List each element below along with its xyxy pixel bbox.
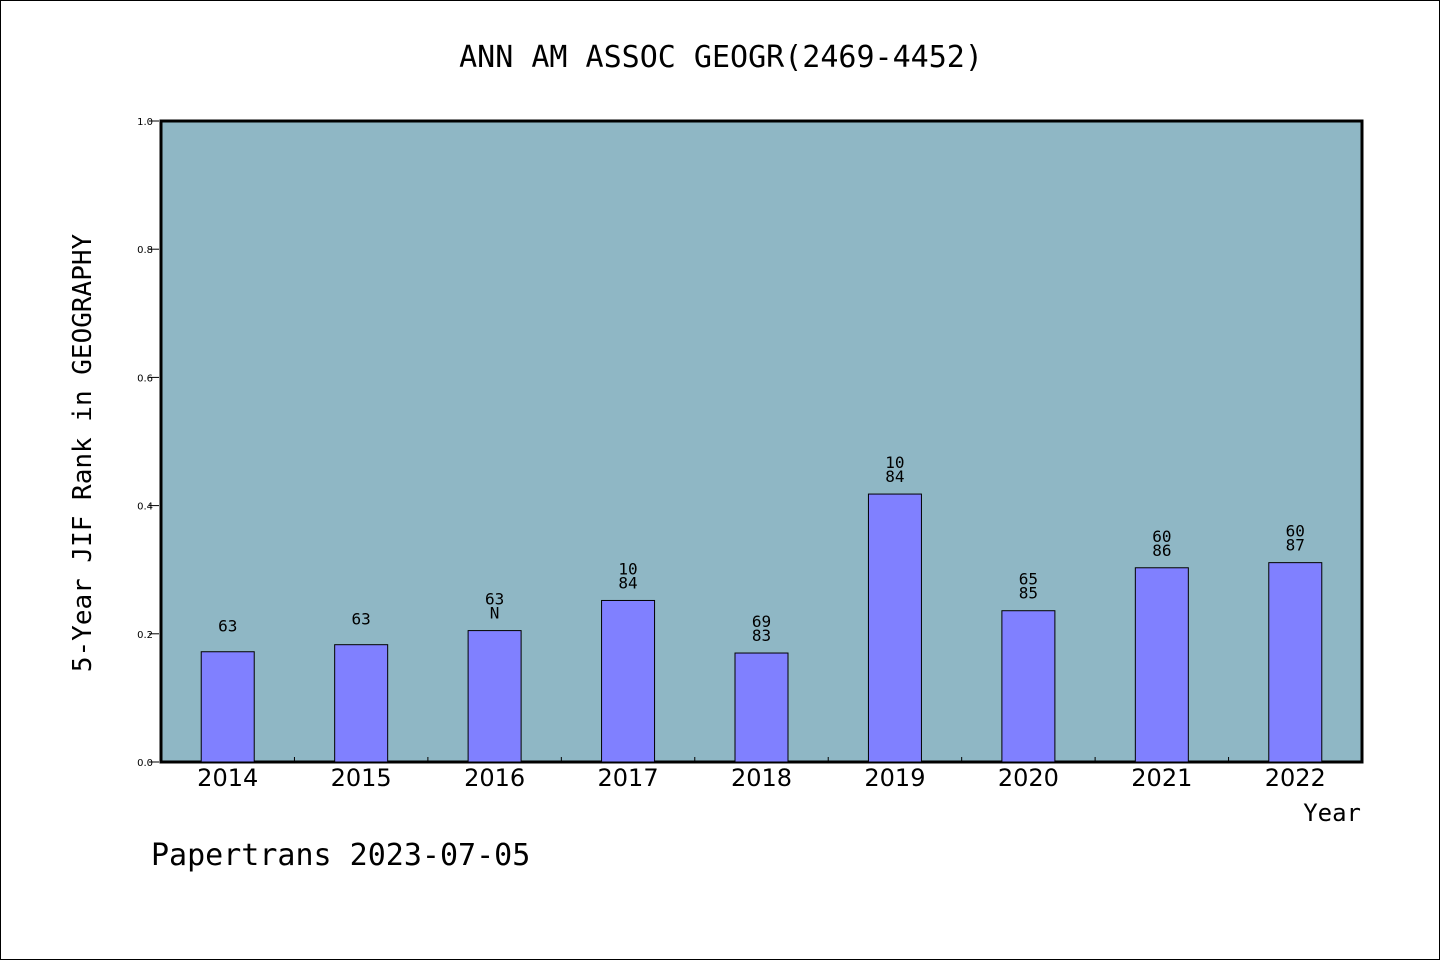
bar-2019 — [867, 493, 922, 763]
chart-title: ANN AM ASSOC GEOGR(2469-4452) — [459, 40, 983, 75]
bar-data-label: 10 — [618, 559, 637, 578]
x-tick-label: 2022 — [1265, 764, 1326, 792]
x-axis-ticks: 2014 2015 2016 2017 2018 2019 2020 2021 2022 — [197, 757, 1326, 792]
bar-data-label: 10 — [885, 453, 904, 472]
x-axis-label: Year — [1303, 799, 1361, 827]
bar-data-label: 84 — [885, 467, 904, 486]
footer-text: Papertrans 2023-07-05 — [151, 838, 530, 873]
bar-2022 — [1268, 562, 1323, 763]
bar-2020 — [1001, 610, 1056, 763]
x-tick-label: 2016 — [464, 764, 525, 792]
y-tick-label: 0.8 — [137, 245, 153, 256]
bar-data-label: 84 — [618, 573, 637, 592]
bar-2015 — [334, 644, 389, 763]
bar-data-label: 87 — [1286, 536, 1305, 555]
y-axis-ticks: 0.0 0.2 0.4 0.6 0.8 1.0 — [137, 117, 159, 769]
bar-2021 — [1134, 567, 1189, 763]
bar-2017 — [601, 599, 656, 763]
y-axis-label: 5-Year JIF Rank in GEOGRAPHY — [68, 234, 98, 673]
bar-data-label: N — [490, 604, 500, 623]
x-tick-label: 2018 — [731, 764, 792, 792]
y-tick-label: 1.0 — [137, 117, 153, 128]
x-tick-label: 2017 — [598, 764, 659, 792]
bar-data-label: 86 — [1152, 541, 1171, 560]
y-tick-label: 0.4 — [137, 502, 153, 513]
x-tick-label: 2021 — [1131, 764, 1192, 792]
bar-2018 — [734, 652, 789, 763]
x-tick-label: 2019 — [864, 764, 925, 792]
bar-data-label: 63 — [218, 617, 237, 636]
bar-data-label: 69 — [752, 612, 771, 631]
bars-group — [200, 493, 1323, 763]
y-tick-label: 0.2 — [137, 630, 153, 641]
bar-2016 — [467, 630, 522, 763]
x-tick-label: 2015 — [331, 764, 392, 792]
bar-data-label: 63 — [485, 590, 504, 609]
bar-2014 — [200, 651, 255, 763]
bar-data-label: 83 — [752, 626, 771, 645]
bar-data-label: 63 — [352, 610, 371, 629]
y-tick-label: 0.6 — [137, 373, 153, 384]
x-tick-label: 2014 — [197, 764, 258, 792]
x-tick-label: 2020 — [998, 764, 1059, 792]
bar-data-label: 85 — [1019, 584, 1038, 603]
y-tick-label: 0.0 — [137, 758, 153, 769]
bar-data-label: 65 — [1019, 570, 1038, 589]
bar-data-label: 60 — [1286, 522, 1305, 541]
bar-data-label: 60 — [1152, 527, 1171, 546]
